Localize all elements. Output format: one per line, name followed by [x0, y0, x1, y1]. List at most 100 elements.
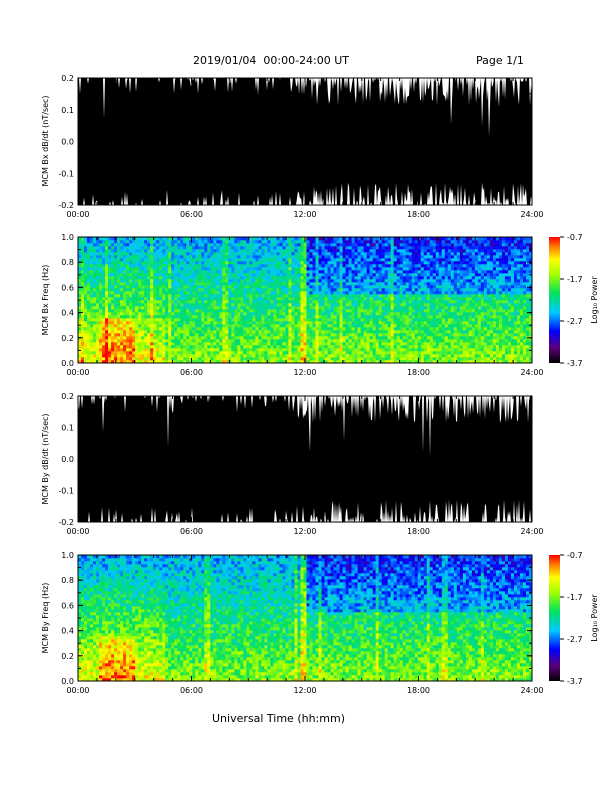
- spectrogram-cell: [369, 264, 373, 268]
- spectrogram-cell: [138, 237, 142, 241]
- spectrogram-cell: [84, 273, 88, 277]
- spectrogram-cell: [297, 357, 301, 361]
- spectrogram-cell: [87, 282, 91, 286]
- spectrogram-cell: [360, 351, 364, 355]
- spectrogram-cell: [324, 330, 328, 334]
- spectrogram-cell: [276, 318, 280, 322]
- spectrogram-cell: [135, 246, 139, 250]
- spectrogram-cell: [267, 354, 271, 358]
- spectrogram-cell: [414, 237, 419, 241]
- spectrogram-cell: [420, 312, 425, 316]
- spectrogram-cell: [291, 324, 295, 328]
- spectrogram-cell: [81, 270, 85, 274]
- spectrogram-cell: [279, 357, 283, 361]
- spectrogram-cell: [156, 249, 160, 253]
- spectrogram-cell: [162, 243, 166, 247]
- spectrogram-cell: [315, 255, 319, 259]
- spectrogram-cell: [246, 324, 250, 328]
- spectrogram-cell: [243, 300, 247, 304]
- spectrogram-cell: [225, 249, 229, 253]
- spectrogram-cell: [81, 339, 85, 343]
- spectrogram-cell: [261, 243, 265, 247]
- spectrogram-cell: [276, 285, 280, 289]
- spectrogram-cell: [390, 279, 394, 283]
- spectrogram-cell: [168, 243, 172, 247]
- spectrogram-cell: [225, 333, 229, 337]
- spectrogram-cell: [402, 324, 407, 328]
- spectrogram-cell: [225, 258, 229, 262]
- spectrogram-cell: [264, 354, 268, 358]
- spectrogram-cell: [150, 291, 154, 295]
- spectrogram-cell: [270, 261, 274, 265]
- spectrogram-cell: [420, 294, 425, 298]
- spectrogram-cell: [201, 258, 205, 262]
- spectrogram-cell: [300, 339, 304, 343]
- spectrogram-cell: [294, 258, 298, 262]
- spectrogram-cell: [108, 309, 112, 313]
- spectrogram-cell: [222, 351, 226, 355]
- spectrogram-cell: [147, 297, 151, 301]
- spectrogram-cell: [402, 288, 407, 292]
- spectrogram-cell: [141, 285, 145, 289]
- spectrogram-cell: [363, 243, 367, 247]
- spectrogram-cell: [93, 333, 97, 337]
- spectrogram-cell: [405, 303, 410, 307]
- spectrogram-cell: [96, 264, 100, 268]
- spectrogram-cell: [351, 315, 355, 319]
- spectrogram-cell: [384, 258, 388, 262]
- spectrogram-cell: [297, 240, 301, 244]
- spectrogram-cell: [279, 276, 283, 280]
- spectrogram-cell: [318, 252, 322, 256]
- spectrogram-cell: [99, 237, 103, 241]
- spectrogram-cell: [363, 285, 367, 289]
- spectrogram-cell: [399, 309, 404, 313]
- spectrogram-cell: [78, 315, 82, 319]
- spectrogram-cell: [147, 345, 151, 349]
- spectrogram-cell: [423, 300, 428, 304]
- spectrogram-cell: [204, 333, 208, 337]
- spectrogram-cell: [156, 360, 160, 364]
- spectrogram-cell: [375, 255, 379, 259]
- spectrogram-cell: [411, 324, 416, 328]
- spectrogram-cell: [210, 321, 214, 325]
- spectrogram-cell: [288, 240, 292, 244]
- spectrogram-cell: [396, 318, 401, 322]
- spectrogram-cell: [411, 237, 416, 241]
- spectrogram-cell: [357, 276, 361, 280]
- spectrogram-cell: [330, 273, 334, 277]
- spectrogram-cell: [324, 327, 328, 331]
- spectrogram-cell: [126, 342, 130, 346]
- spectrogram-cell: [201, 282, 205, 286]
- spectrogram-cell: [351, 348, 355, 352]
- spectrogram-cell: [252, 345, 256, 349]
- spectrogram-cell: [216, 279, 220, 283]
- spectrogram-cell: [270, 348, 274, 352]
- spectrogram-cell: [423, 285, 428, 289]
- spectrogram-cell: [165, 309, 169, 313]
- spectrogram-cell: [276, 312, 280, 316]
- spectrogram-cell: [240, 285, 244, 289]
- spectrogram-cell: [258, 348, 262, 352]
- spectrogram-cell: [225, 327, 229, 331]
- spectrogram-cell: [162, 276, 166, 280]
- spectrogram-cell: [84, 333, 88, 337]
- spectrogram-cell: [225, 285, 229, 289]
- spectrogram-cell: [87, 258, 91, 262]
- spectrogram-cell: [288, 261, 292, 265]
- spectrogram-cell: [327, 276, 331, 280]
- spectrogram-cell: [153, 312, 157, 316]
- spectrogram-cell: [408, 339, 413, 343]
- spectrogram-cell: [183, 270, 187, 274]
- spectrogram-cell: [264, 351, 268, 355]
- spectrogram-cell: [351, 288, 355, 292]
- spectrogram-cell: [96, 252, 100, 256]
- spectrogram-cell: [171, 282, 175, 286]
- spectrogram-cell: [222, 306, 226, 310]
- spectrogram-cell: [339, 303, 343, 307]
- spectrogram-cell: [372, 345, 376, 349]
- spectrogram-cell: [111, 318, 115, 322]
- spectrogram-cell: [108, 330, 112, 334]
- spectrogram-cell: [225, 294, 229, 298]
- spectrogram-cell: [222, 330, 226, 334]
- spectrogram-cell: [387, 324, 391, 328]
